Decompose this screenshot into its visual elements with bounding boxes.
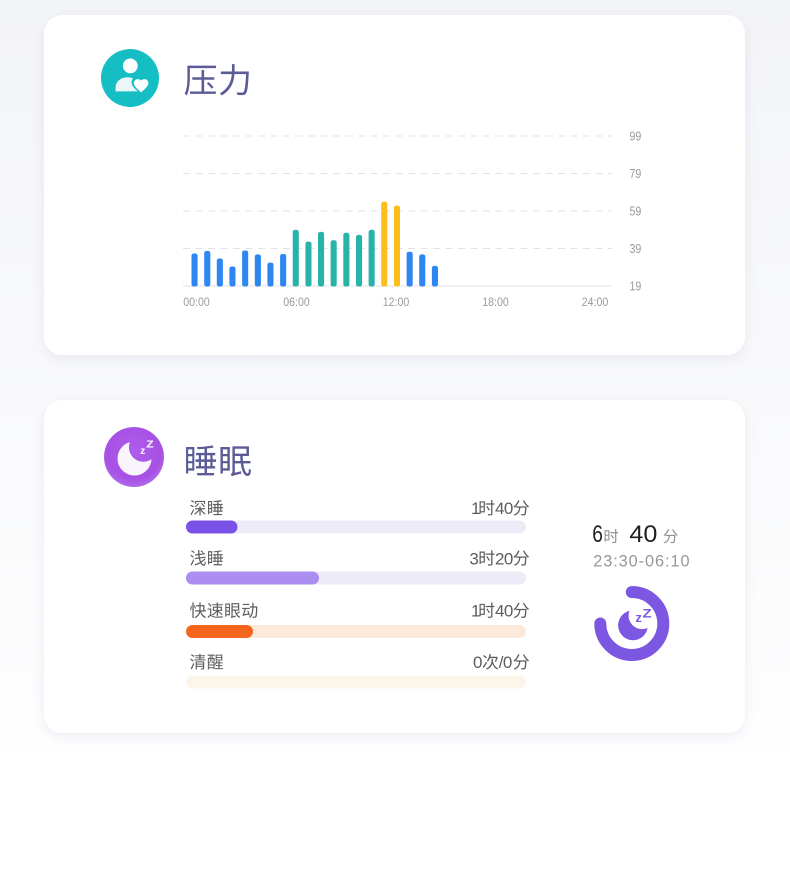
svg-text:40: 40 bbox=[629, 522, 657, 548]
svg-text:/0: /0 bbox=[499, 653, 512, 672]
svg-text:06:00: 06:00 bbox=[283, 296, 309, 309]
svg-text:6: 6 bbox=[592, 520, 603, 548]
svg-text:3: 3 bbox=[469, 549, 478, 568]
svg-text:Z: Z bbox=[146, 439, 153, 450]
svg-text:Z: Z bbox=[643, 607, 652, 620]
svg-text:1: 1 bbox=[471, 602, 480, 621]
svg-text:79: 79 bbox=[630, 167, 642, 181]
svg-text:39: 39 bbox=[630, 242, 642, 256]
svg-text:00:00: 00:00 bbox=[183, 296, 209, 309]
svg-text:12:00: 12:00 bbox=[383, 296, 409, 309]
svg-text:z: z bbox=[635, 610, 642, 625]
svg-text:19: 19 bbox=[630, 280, 642, 294]
svg-text:20: 20 bbox=[495, 549, 513, 568]
svg-text:24:00: 24:00 bbox=[582, 296, 608, 309]
svg-text:99: 99 bbox=[630, 130, 642, 144]
svg-text:1: 1 bbox=[471, 499, 480, 518]
svg-text:0: 0 bbox=[473, 653, 482, 672]
svg-text:40: 40 bbox=[495, 499, 513, 518]
svg-text:z: z bbox=[140, 446, 145, 457]
svg-text:23:30-06:10: 23:30-06:10 bbox=[593, 553, 690, 571]
svg-text:18:00: 18:00 bbox=[482, 296, 508, 309]
svg-text:59: 59 bbox=[630, 205, 642, 219]
svg-text:40: 40 bbox=[495, 602, 513, 621]
